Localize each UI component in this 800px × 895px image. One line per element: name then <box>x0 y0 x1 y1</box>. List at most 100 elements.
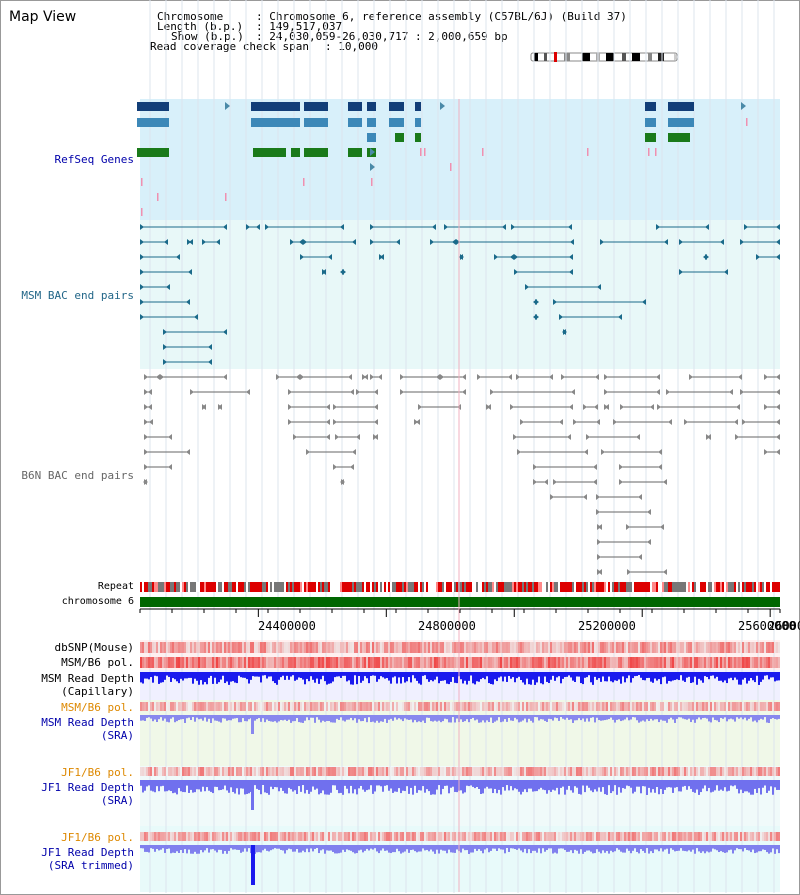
pol-heat-cell <box>670 832 672 841</box>
read-depth-bar <box>416 780 418 793</box>
read-depth-bar <box>436 780 438 790</box>
read-depth-bar <box>510 780 512 787</box>
read-depth-bar <box>212 715 214 719</box>
msm-end-arrow <box>246 224 250 230</box>
pol-heat-cell <box>392 767 394 776</box>
pol-heat-cell <box>730 702 732 711</box>
b6n-end-arrow <box>306 449 310 455</box>
polymorphism-heatmaps[interactable] <box>140 642 780 841</box>
read-depth-bar <box>614 780 616 786</box>
read-depth-bar <box>292 845 294 852</box>
repeat-block <box>516 582 518 592</box>
pol-heat-cell <box>180 767 182 776</box>
pol-heat-cell <box>660 832 662 841</box>
read-depth-bar <box>442 780 444 789</box>
read-depth-bar <box>210 715 212 723</box>
pol-heat-cell <box>708 642 710 653</box>
read-depth-tracks[interactable] <box>140 672 780 885</box>
pol-heat-cell <box>474 702 476 711</box>
read-depth-bar <box>576 672 578 677</box>
pol-heat-cell <box>754 702 756 711</box>
read-depth-bar <box>580 780 582 795</box>
pol-heat-cell <box>604 702 606 711</box>
pol-heat-cell <box>500 832 502 841</box>
read-depth-bar <box>306 672 308 679</box>
chromosome-bar[interactable] <box>140 597 780 607</box>
read-depth-bar <box>296 845 298 850</box>
pol-heat-cell <box>594 832 596 841</box>
read-depth-bar <box>160 845 162 850</box>
pol-heat-cell <box>238 657 240 668</box>
read-depth-bar <box>302 672 304 680</box>
pol-heat-cell <box>456 657 458 668</box>
pol-heat-cell <box>266 767 268 776</box>
read-depth-bar <box>698 780 700 795</box>
msm-end-arrow <box>140 284 144 290</box>
pol-heat-cell <box>486 642 488 653</box>
read-depth-bar <box>424 672 426 676</box>
read-depth-bar <box>428 672 430 682</box>
read-depth-bar <box>664 715 666 721</box>
read-depth-bar <box>208 672 210 678</box>
read-depth-bar <box>352 845 354 853</box>
chromosome-ideogram[interactable] <box>530 52 680 62</box>
pol-heat-cell <box>586 702 588 711</box>
b6n-bac-track[interactable] <box>143 374 780 575</box>
repeat-block <box>702 582 704 592</box>
pol-heat-cell <box>518 832 520 841</box>
pol-heat-cell <box>554 642 556 653</box>
chromosome-value: : Chromosome 6, reference assembly (C57B… <box>256 10 627 23</box>
read-depth-bar <box>276 672 278 685</box>
repeat-block <box>730 582 732 592</box>
read-depth-bar <box>242 672 244 678</box>
read-depth-bar <box>190 780 192 790</box>
msm-end-arrow <box>679 269 683 275</box>
pol-heat-cell <box>778 832 780 841</box>
repeat-track[interactable] <box>140 582 780 592</box>
read-depth-bar <box>548 780 550 791</box>
refseq-gene <box>389 118 404 127</box>
pol-heat-cell <box>274 832 276 841</box>
refseq-gene <box>304 102 328 111</box>
pol-heat-cell <box>160 702 162 711</box>
repeat-block <box>418 582 420 592</box>
pol-heat-cell <box>484 657 486 668</box>
refseq-genes-track[interactable] <box>137 102 748 216</box>
pol-heat-cell <box>658 657 660 668</box>
pol-heat-cell <box>318 702 320 711</box>
pol-heat-cell <box>512 657 514 668</box>
pol-heat-cell <box>576 657 578 668</box>
read-depth-bar <box>400 715 402 720</box>
read-depth-bar <box>572 780 574 793</box>
pol-heat-cell <box>648 832 650 841</box>
pol-heat-cell <box>170 657 172 668</box>
pol-heat-cell <box>738 642 740 653</box>
read-depth-bar <box>754 845 756 854</box>
pol-heat-cell <box>546 642 548 653</box>
repeat-block <box>714 582 716 592</box>
pol-heat-cell <box>730 832 732 841</box>
pol-heat-cell <box>650 657 652 668</box>
read-depth-bar <box>482 780 484 794</box>
read-depth-bar <box>164 715 166 719</box>
pol-heat-cell <box>292 642 294 653</box>
pol-heat-cell <box>466 767 468 776</box>
read-depth-bar <box>644 845 646 853</box>
read-depth-bar <box>610 672 612 682</box>
msm-end-arrow <box>328 254 332 260</box>
read-depth-bar <box>158 780 160 792</box>
pol-heat-cell <box>652 767 654 776</box>
msm-bac-track[interactable] <box>140 224 780 365</box>
read-depth-bar <box>438 715 440 721</box>
read-depth-bar <box>180 715 182 720</box>
pol-heat-cell <box>450 702 452 711</box>
read-depth-bar <box>558 715 560 721</box>
pol-heat-cell <box>516 657 518 668</box>
read-depth-bar <box>366 780 368 791</box>
repeat-block <box>504 582 506 592</box>
msm-end-arrow <box>352 239 356 245</box>
pol-heat-cell <box>534 832 536 841</box>
pol-heat-cell <box>528 642 530 653</box>
read-depth-bar <box>648 672 650 678</box>
pol-heat-cell <box>622 702 624 711</box>
